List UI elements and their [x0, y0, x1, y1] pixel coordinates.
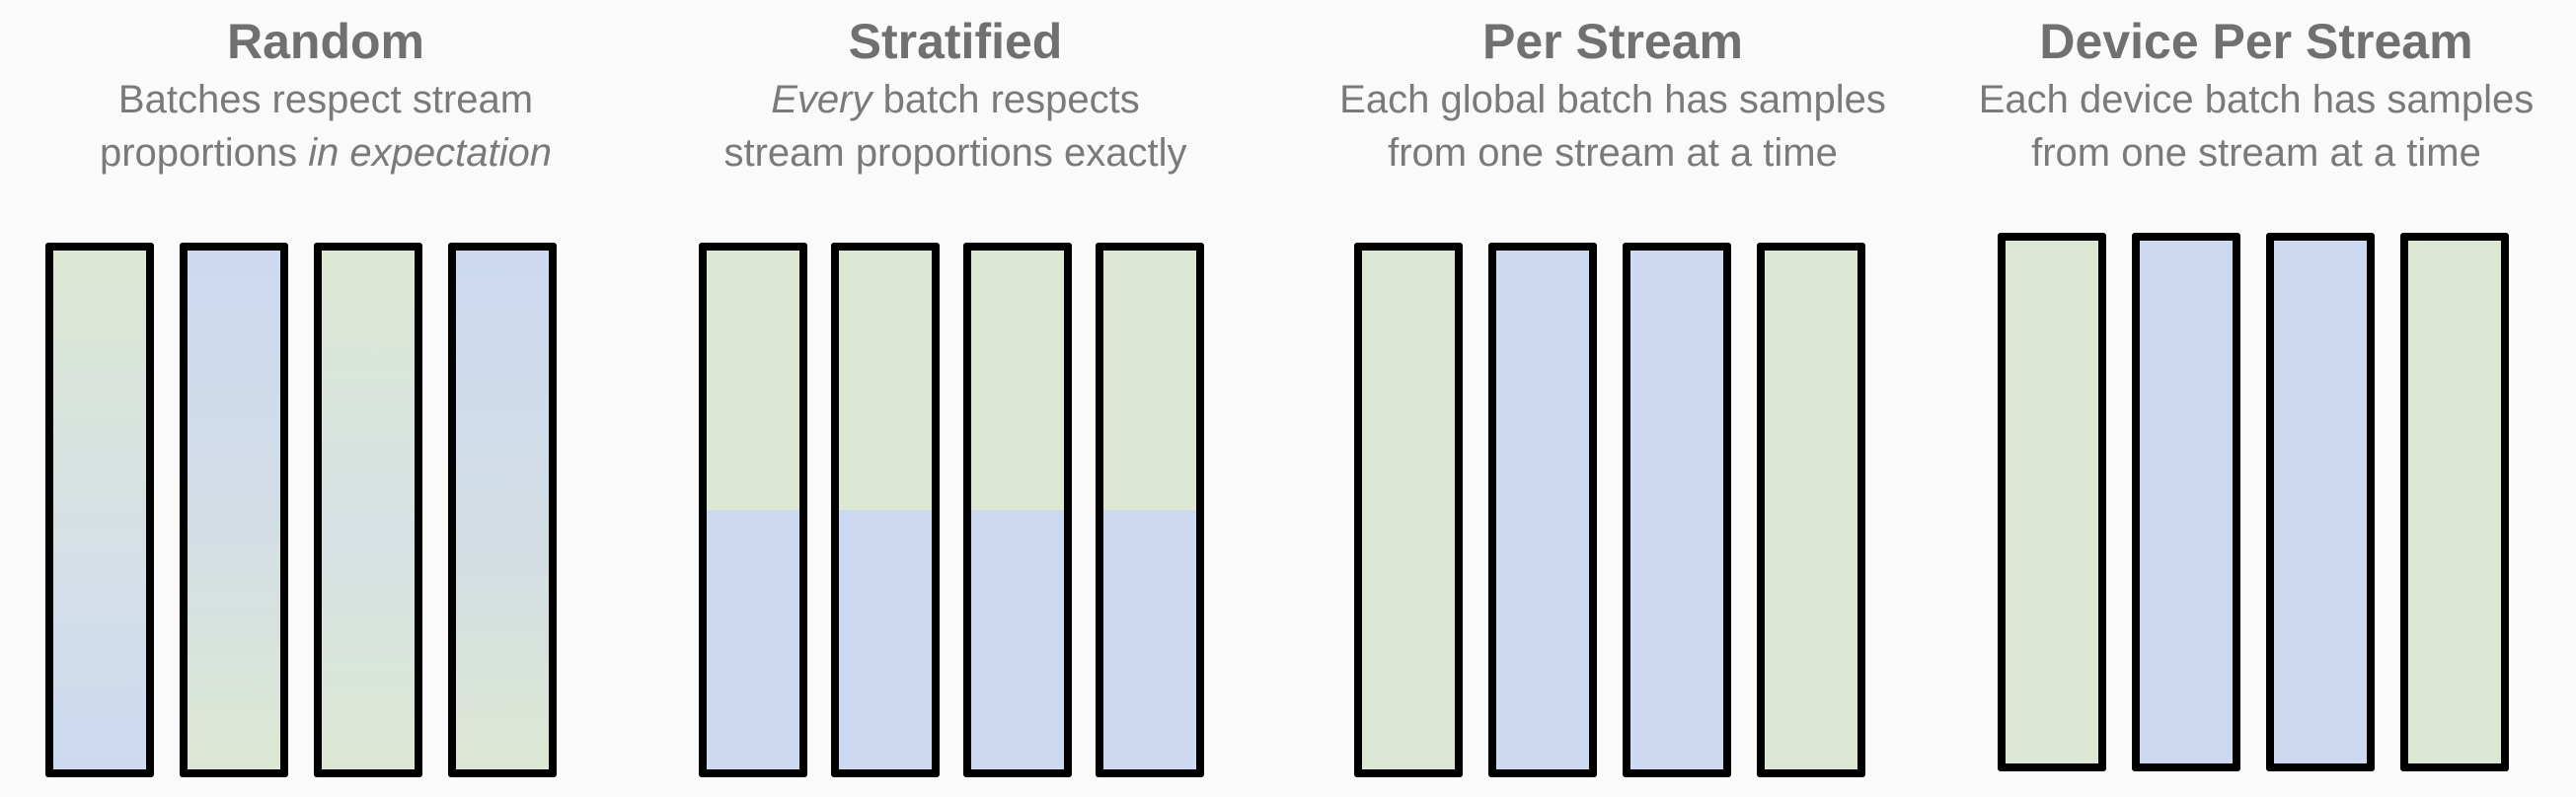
batch-bar-stream-b — [1488, 243, 1597, 777]
panel-device-per-stream: Device Per Stream Each device batch has … — [1940, 0, 2572, 797]
description-emphasis: in expectation — [308, 131, 553, 175]
stream-b-portion — [839, 510, 932, 769]
batch-bar-stream-a — [2400, 233, 2509, 771]
stream-a-portion — [707, 251, 799, 510]
panel-description-line1: Each device batch has samples — [1978, 78, 2535, 121]
description-text: proportions — [99, 131, 309, 175]
batch-bar-mixed — [314, 243, 422, 777]
batch-bar-stream-a — [1757, 243, 1865, 777]
panel-title: Random — [227, 14, 424, 69]
panel-stratified: Stratified Every batch respects stream p… — [651, 0, 1259, 797]
batch-bar-split — [831, 243, 940, 777]
panel-description-line2: proportions in expectation — [0, 126, 651, 180]
batch-bar-split — [963, 243, 1072, 777]
panel-title: Device Per Stream — [2039, 14, 2473, 69]
batch-bar-stream-b — [2132, 233, 2240, 771]
panel-description-line1: Batches respect stream — [117, 78, 534, 121]
panel-title: Stratified — [848, 14, 1063, 69]
batch-bar-split — [699, 243, 807, 777]
panel-random: Random Batches respect stream proportion… — [0, 0, 651, 797]
panel-per-stream: Per Stream Each global batch has samples… — [1297, 0, 1929, 797]
batch-bar-stream-b — [1623, 243, 1731, 777]
description-text: batch respects — [871, 78, 1140, 121]
panel-description-line2: from one stream at a time — [1388, 131, 1838, 175]
batch-bar-stream-a — [1354, 243, 1463, 777]
panel-description-line1: Each global batch has samples — [1339, 78, 1886, 121]
stream-b-portion — [1103, 510, 1196, 769]
stream-a-portion — [1103, 251, 1196, 510]
panel-description-line2: from one stream at a time — [2031, 131, 2481, 175]
stream-a-portion — [971, 251, 1064, 510]
panel-description-line2: stream proportions exactly — [723, 131, 1187, 175]
batch-bar-stream-a — [1998, 233, 2106, 771]
panel-title: Per Stream — [1481, 14, 1744, 69]
stream-a-portion — [839, 251, 932, 510]
panel-description-line1: Every batch respects — [651, 73, 1259, 126]
batch-bar-stream-b — [2266, 233, 2375, 771]
batch-bar-split — [1096, 243, 1204, 777]
batch-bar-mixed — [45, 243, 154, 777]
stream-b-portion — [707, 510, 799, 769]
batch-bar-mixed — [448, 243, 557, 777]
description-emphasis: Every — [771, 78, 872, 121]
batch-bar-mixed — [180, 243, 288, 777]
stream-b-portion — [971, 510, 1064, 769]
